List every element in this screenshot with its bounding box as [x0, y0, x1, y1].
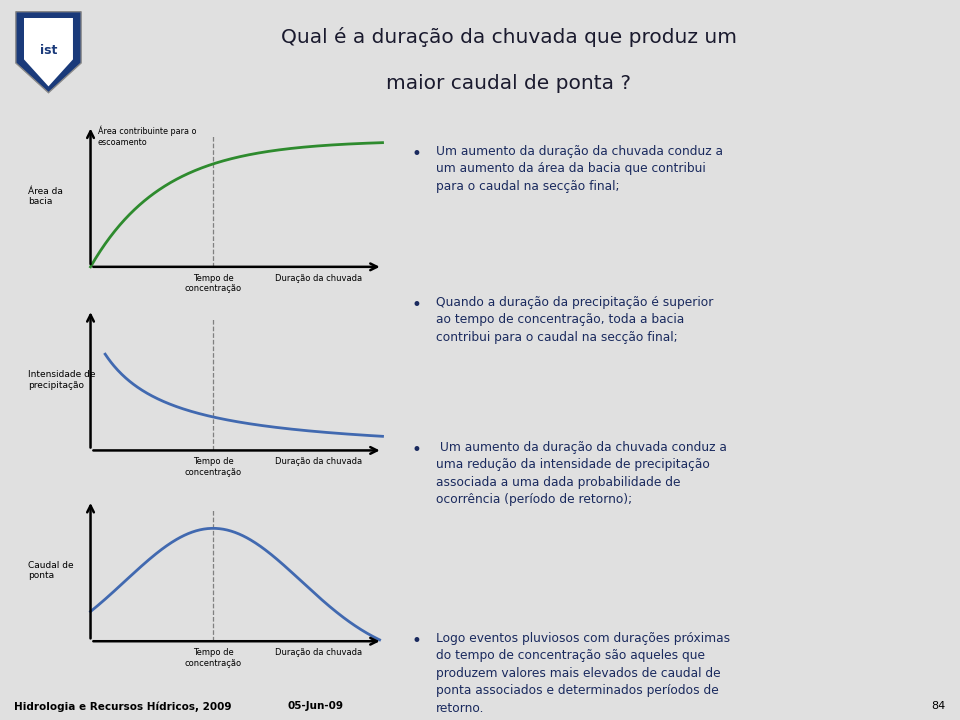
Text: Hidrologia e Recursos Hídricos, 2009: Hidrologia e Recursos Hídricos, 2009: [14, 701, 232, 711]
Text: Duração da chuvada: Duração da chuvada: [275, 274, 362, 283]
Text: Área contribuinte para o
escoamento: Área contribuinte para o escoamento: [98, 126, 197, 147]
Text: Qual é a duração da chuvada que produz um: Qual é a duração da chuvada que produz u…: [280, 27, 737, 47]
Text: Caudal de
ponta: Caudal de ponta: [28, 561, 73, 580]
Text: Duração da chuvada: Duração da chuvada: [275, 457, 362, 467]
Text: Intensidade de
precipitação: Intensidade de precipitação: [28, 370, 95, 390]
Text: Tempo de
concentração: Tempo de concentração: [184, 274, 242, 293]
Text: Logo eventos pluviosos com durações próximas
do tempo de concentração são aquele: Logo eventos pluviosos com durações próx…: [436, 632, 730, 715]
Text: Área da
bacia: Área da bacia: [28, 186, 62, 206]
Text: •: •: [412, 441, 421, 459]
Text: Um aumento da duração da chuvada conduz a
uma redução da intensidade de precipit: Um aumento da duração da chuvada conduz …: [436, 441, 727, 506]
Polygon shape: [15, 12, 81, 93]
Text: 84: 84: [931, 701, 946, 711]
Text: Tempo de
concentração: Tempo de concentração: [184, 457, 242, 477]
Text: maior caudal de ponta ?: maior caudal de ponta ?: [386, 74, 632, 94]
Text: •: •: [412, 632, 421, 649]
Text: Duração da chuvada: Duração da chuvada: [275, 648, 362, 657]
Text: Um aumento da duração da chuvada conduz a
um aumento da área da bacia que contri: Um aumento da duração da chuvada conduz …: [436, 145, 723, 193]
Text: Tempo de
concentração: Tempo de concentração: [184, 648, 242, 667]
Text: Quando a duração da precipitação é superior
ao tempo de concentração, toda a bac: Quando a duração da precipitação é super…: [436, 296, 713, 343]
Text: •: •: [412, 296, 421, 314]
Polygon shape: [24, 18, 73, 86]
Text: •: •: [412, 145, 421, 163]
Text: ist: ist: [39, 44, 58, 57]
Text: 05-Jun-09: 05-Jun-09: [288, 701, 344, 711]
